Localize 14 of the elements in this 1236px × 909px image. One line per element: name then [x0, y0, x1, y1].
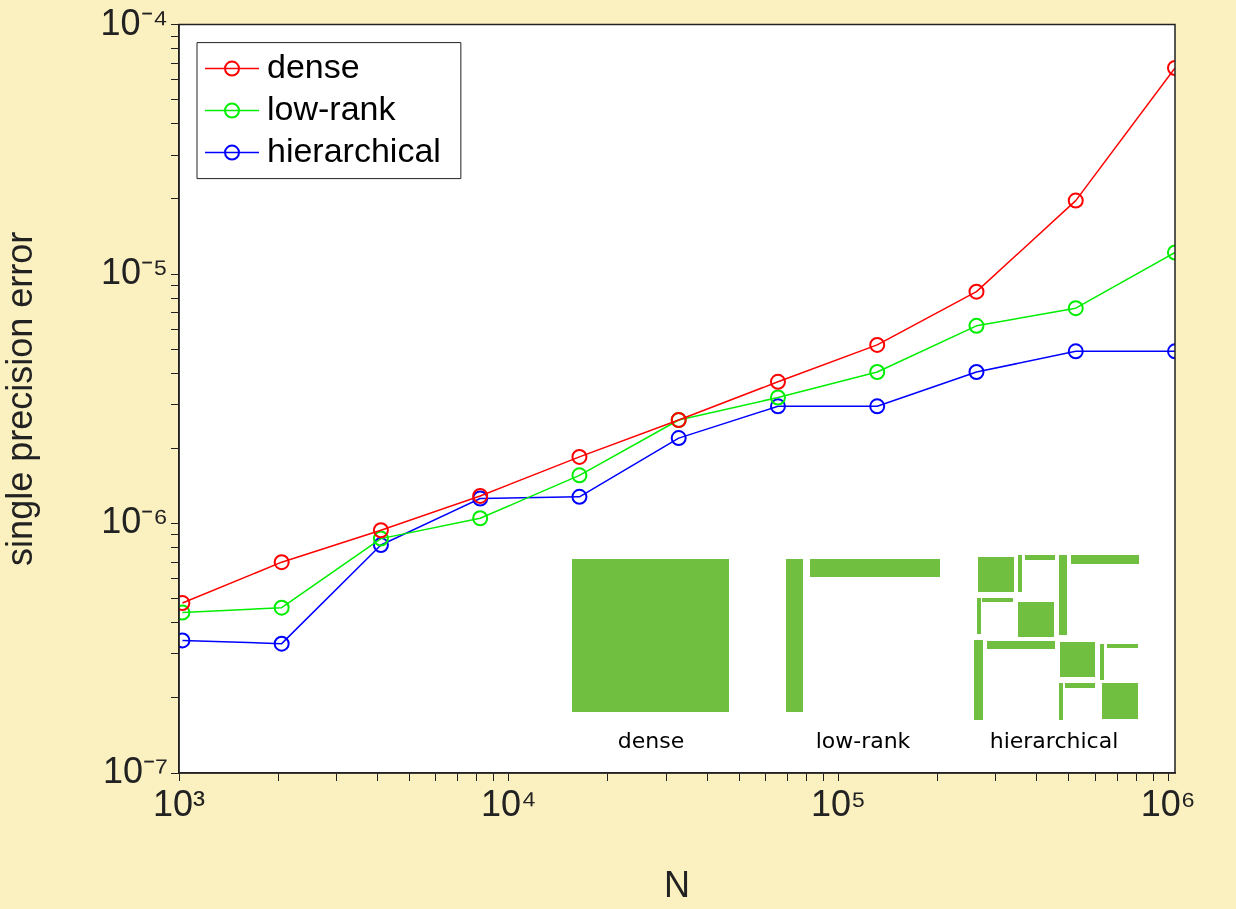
x-tick-label: 10⁶: [1140, 782, 1196, 824]
x-tick-label: 10⁴: [480, 782, 537, 824]
y-tick-label: 10⁻⁵: [101, 250, 168, 292]
x-axis-title: N: [664, 864, 690, 906]
y-tick-label: 10⁻⁴: [100, 1, 168, 43]
legend-label: hierarchical: [267, 130, 441, 169]
y-tick-label: 10⁻⁶: [101, 500, 168, 542]
annotation: dense: [617, 728, 685, 753]
legend-label: dense: [267, 46, 360, 85]
x-tick-label: 10⁵: [810, 782, 866, 824]
annotation: hierarchical: [989, 728, 1119, 753]
annotation: low-rank: [815, 728, 911, 753]
y-axis-title: single precision error: [0, 231, 40, 566]
legend-label: low-rank: [267, 88, 397, 127]
